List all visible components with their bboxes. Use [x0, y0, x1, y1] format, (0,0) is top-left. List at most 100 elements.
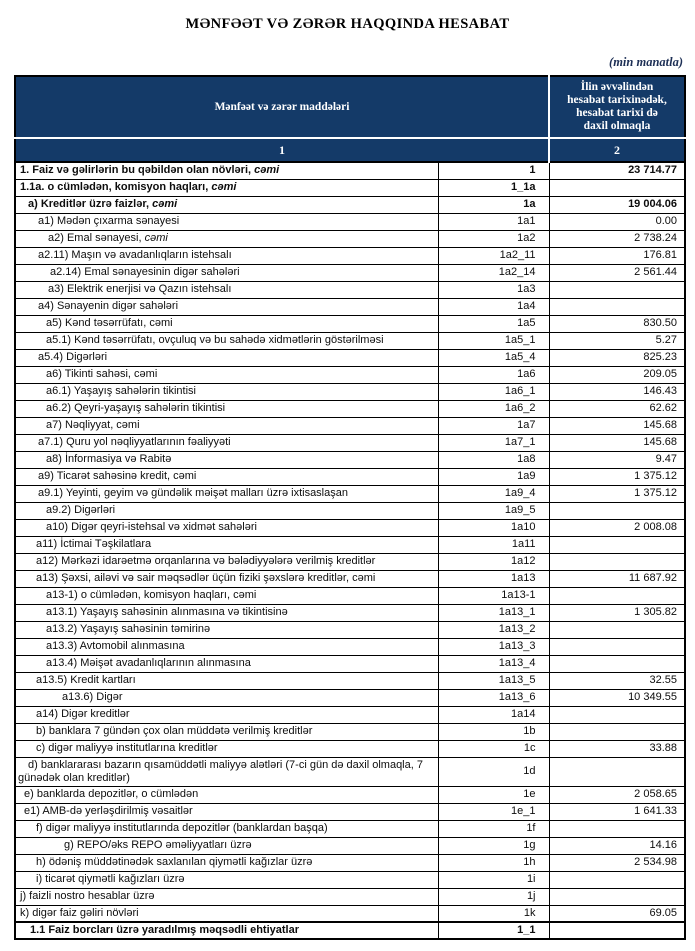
row-value — [548, 535, 686, 554]
row-code: 1a1 — [437, 212, 550, 231]
row-label: 1.1 Faiz borcları üzrə yaradılmış məqsəd… — [14, 921, 439, 940]
table-row: k) digər faiz gəliri növləri 1k 69.05 — [14, 904, 686, 923]
row-code: 1 — [437, 161, 550, 180]
row-value: 830.50 — [548, 314, 686, 333]
row-code: 1b — [437, 722, 550, 741]
row-label: a14) Digər kreditlər — [14, 705, 439, 724]
table-row: a13.2) Yaşayış sahəsinin təmirinə 1a13_2 — [14, 620, 686, 639]
row-code: 1a2_11 — [437, 246, 550, 265]
row-label: a3) Elektrik enerjisi və Qazın istehsalı — [14, 280, 439, 299]
row-value — [548, 178, 686, 197]
row-code: 1a13_5 — [437, 671, 550, 690]
value-column-number: 2 — [549, 138, 685, 163]
row-value — [548, 921, 686, 940]
row-code: 1a — [437, 195, 550, 214]
row-code: 1a3 — [437, 280, 550, 299]
table-row: a13.1) Yaşayış sahəsinin alınmasına və t… — [14, 603, 686, 622]
row-value — [548, 620, 686, 639]
row-label: a6.2) Qeyri-yaşayış sahələrin tikintisi — [14, 399, 439, 418]
row-value: 2 738.24 — [548, 229, 686, 248]
row-label: k) digər faiz gəliri növləri — [14, 904, 439, 923]
table-row: a9.2) Digərləri 1a9_5 — [14, 501, 686, 520]
table-row: a5) Kənd təsərrüfatı, cəmi 1a5 830.50 — [14, 314, 686, 333]
row-value: 2 561.44 — [548, 263, 686, 282]
row-label: h) ödəniş müddətinədək saxlanılan qiymət… — [14, 853, 439, 872]
row-value: 1 375.12 — [548, 467, 686, 486]
table-row: b) banklara 7 gündən çox olan müddətə ve… — [14, 722, 686, 741]
row-value — [548, 552, 686, 571]
row-code: 1j — [437, 887, 550, 906]
row-value: 19 004.06 — [548, 195, 686, 214]
row-value: 145.68 — [548, 416, 686, 435]
row-code: 1a6_1 — [437, 382, 550, 401]
row-code: 1a6_2 — [437, 399, 550, 418]
table-row: a13) Şəxsi, ailəvi və sair məqsədlər üçü… — [14, 569, 686, 588]
row-value: 5.27 — [548, 331, 686, 350]
table-row: a1) Mədən çıxarma sənayesi 1a1 0.00 — [14, 212, 686, 231]
row-label: a1) Mədən çıxarma sənayesi — [14, 212, 439, 231]
items-column-number: 1 — [15, 138, 550, 163]
table-row: a6.2) Qeyri-yaşayış sahələrin tikintisi … — [14, 399, 686, 418]
row-label: f) digər maliyyə institutlarında depozit… — [14, 819, 439, 838]
row-label: e) banklarda depozitlər, o cümlədən — [14, 785, 439, 804]
row-value: 1 641.33 — [548, 802, 686, 821]
row-label: a) Kreditlər üzrə faizlər, cəmi — [14, 195, 439, 214]
row-code: 1a9 — [437, 467, 550, 486]
row-code: 1a4 — [437, 297, 550, 316]
row-code: 1a5_4 — [437, 348, 550, 367]
row-value: 146.43 — [548, 382, 686, 401]
row-value — [548, 637, 686, 656]
table-row: a9.1) Yeyinti, geyim və gündəlik məişət … — [14, 484, 686, 503]
row-label: a2.14) Emal sənayesinin digər sahələri — [14, 263, 439, 282]
table-row: a2.14) Emal sənayesinin digər sahələri 1… — [14, 263, 686, 282]
table-row: g) REPO/əks REPO əməliyyatları üzrə 1g 1… — [14, 836, 686, 855]
row-label: a13.5) Kredit kartları — [14, 671, 439, 690]
row-code: 1e_1 — [437, 802, 550, 821]
row-label: a7) Nəqliyyat, cəmi — [14, 416, 439, 435]
row-label: a5) Kənd təsərrüfatı, cəmi — [14, 314, 439, 333]
row-value — [548, 722, 686, 741]
row-label: 1. Faiz və gəlirlərin bu qəbildən olan n… — [14, 161, 439, 180]
table-row: a) Kreditlər üzrə faizlər, cəmi 1a 19 00… — [14, 195, 686, 214]
page-title: MƏNFƏƏT VƏ ZƏRƏR HAQQINDA HESABAT — [185, 16, 510, 32]
row-label: a13.1) Yaşayış sahəsinin alınmasına və t… — [14, 603, 439, 622]
row-value: 2 534.98 — [548, 853, 686, 872]
row-code: 1a12 — [437, 552, 550, 571]
row-value — [548, 501, 686, 520]
row-code: 1g — [437, 836, 550, 855]
row-value: 11 687.92 — [548, 569, 686, 588]
table-row: d) banklararası bazarın qısamüddətli mal… — [14, 756, 686, 787]
row-code: 1a14 — [437, 705, 550, 724]
row-label: a11) İctimai Təşkilatlara — [14, 535, 439, 554]
row-value — [548, 297, 686, 316]
row-code: 1e — [437, 785, 550, 804]
table-row: e) banklarda depozitlər, o cümlədən 1e 2… — [14, 785, 686, 804]
row-code: 1a5_1 — [437, 331, 550, 350]
table-row: a2) Emal sənayesi, cəmi 1a2 2 738.24 — [14, 229, 686, 248]
row-code: 1a8 — [437, 450, 550, 469]
row-value: 0.00 — [548, 212, 686, 231]
row-code: 1a2_14 — [437, 263, 550, 282]
row-code: 1a11 — [437, 535, 550, 554]
report-table-body: 1. Faiz və gəlirlərin bu qəbildən olan n… — [14, 161, 686, 940]
table-row: j) faizli nostro hesablar üzrə 1j — [14, 887, 686, 906]
row-label: a9) Ticarət sahəsinə kredit, cəmi — [14, 467, 439, 486]
value-column-header: İlin əvvəlindən hesabat tarixinədək, hes… — [549, 76, 685, 139]
row-label: a13-1) o cümlədən, komisyon haqları, cəm… — [14, 586, 439, 605]
row-code: 1d — [437, 756, 550, 787]
table-row: a14) Digər kreditlər 1a14 — [14, 705, 686, 724]
table-row: a7) Nəqliyyat, cəmi 1a7 145.68 — [14, 416, 686, 435]
row-label: a8) İnformasiya və Rabitə — [14, 450, 439, 469]
row-label: g) REPO/əks REPO əməliyyatları üzrə — [14, 836, 439, 855]
table-row: a8) İnformasiya və Rabitə 1a8 9.47 — [14, 450, 686, 469]
row-label: a2) Emal sənayesi, cəmi — [14, 229, 439, 248]
row-value: 825.23 — [548, 348, 686, 367]
row-value — [548, 887, 686, 906]
row-code: 1a13_4 — [437, 654, 550, 673]
table-row: c) digər maliyyə institutlarına kreditlə… — [14, 739, 686, 758]
row-label: a13.3) Avtomobil alınmasına — [14, 637, 439, 656]
row-value — [548, 756, 686, 787]
table-row: 1.1 Faiz borcları üzrə yaradılmış məqsəd… — [14, 921, 686, 940]
row-code: 1a13_3 — [437, 637, 550, 656]
row-label: j) faizli nostro hesablar üzrə — [14, 887, 439, 906]
